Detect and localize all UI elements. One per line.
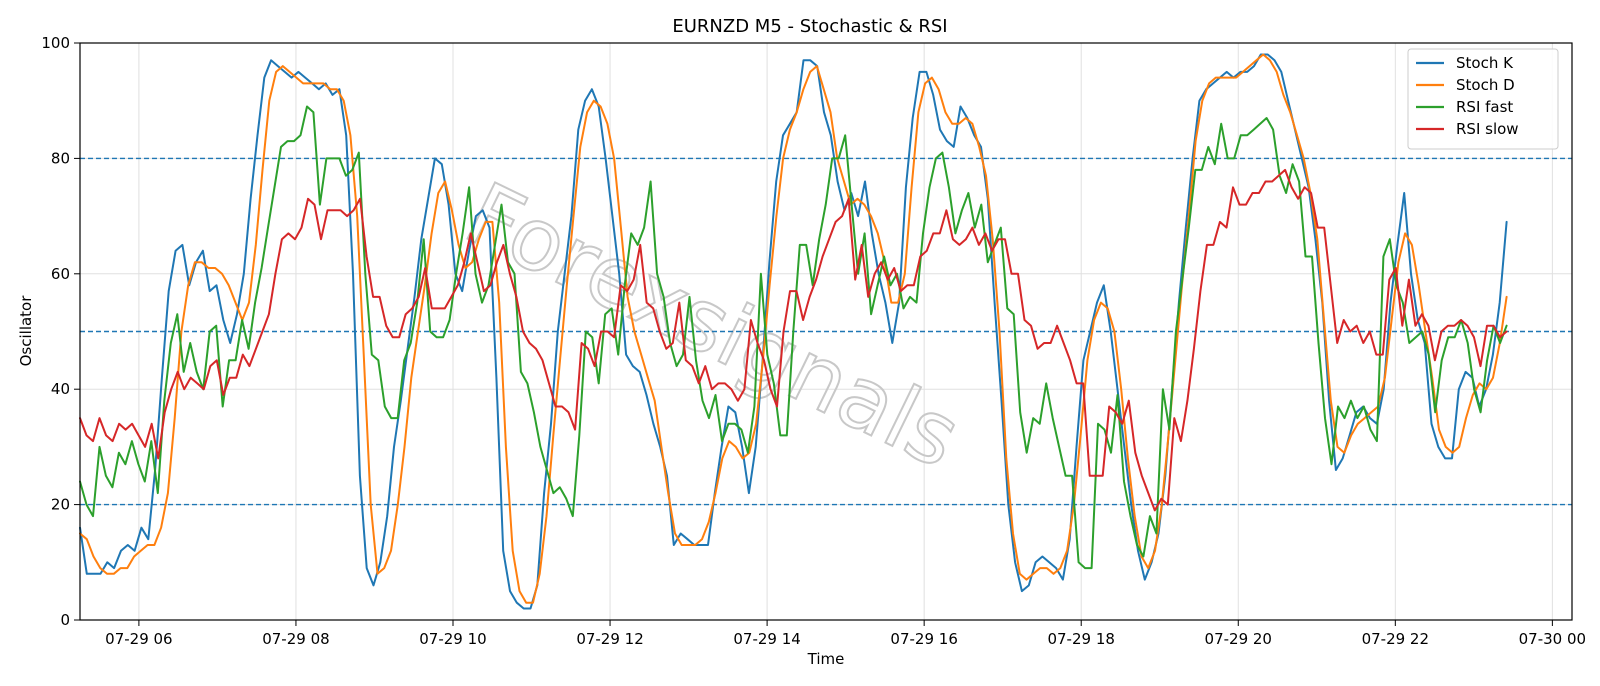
plot-frame [79,42,1573,621]
x-tick-label: 07-29 10 [419,630,486,648]
legend-label: RSI fast [1456,98,1513,116]
y-tick-label: 40 [51,380,70,398]
x-tick-label: 07-29 20 [1205,630,1272,648]
x-tick-label: 07-29 06 [105,630,172,648]
x-tick-label: 07-29 16 [890,630,957,648]
series-line-rsi-slow [79,168,1508,512]
y-axis-label: Oscillator [17,295,35,367]
x-axis-label: Time [807,650,845,668]
series-line-stoch-k [79,53,1508,610]
legend-box [1407,48,1559,150]
y-tick-label: 0 [60,611,70,629]
legend-label: Stoch K [1456,54,1514,72]
x-tick-label: 07-29 14 [733,630,800,648]
y-tick-label: 100 [41,34,70,52]
y-axis: 0 20 40 60 80 100 [41,34,80,629]
x-tick-label: 07-29 22 [1362,630,1429,648]
x-tick-label: 07-29 12 [576,630,643,648]
x-tick-label: 07-30 00 [1519,630,1586,648]
y-tick-label: 60 [51,265,70,283]
legend: Stoch K Stoch D RSI fast RSI slow [1407,48,1559,150]
legend-label: Stoch D [1456,76,1515,94]
legend-label: RSI slow [1456,120,1519,138]
y-tick-label: 80 [51,149,70,167]
x-tick-label: 07-29 08 [262,630,329,648]
y-tick-label: 20 [51,496,70,514]
series-layer [79,53,1508,610]
x-axis: 07-29 06 07-29 08 07-29 10 07-29 12 07-29 14… [105,620,1586,648]
series-line-stoch-d [79,53,1508,604]
chart-title: EURNZD M5 - Stochastic & RSI [672,16,947,37]
series-line-rsi-fast [79,105,1508,570]
x-tick-label: 07-29 18 [1047,630,1114,648]
